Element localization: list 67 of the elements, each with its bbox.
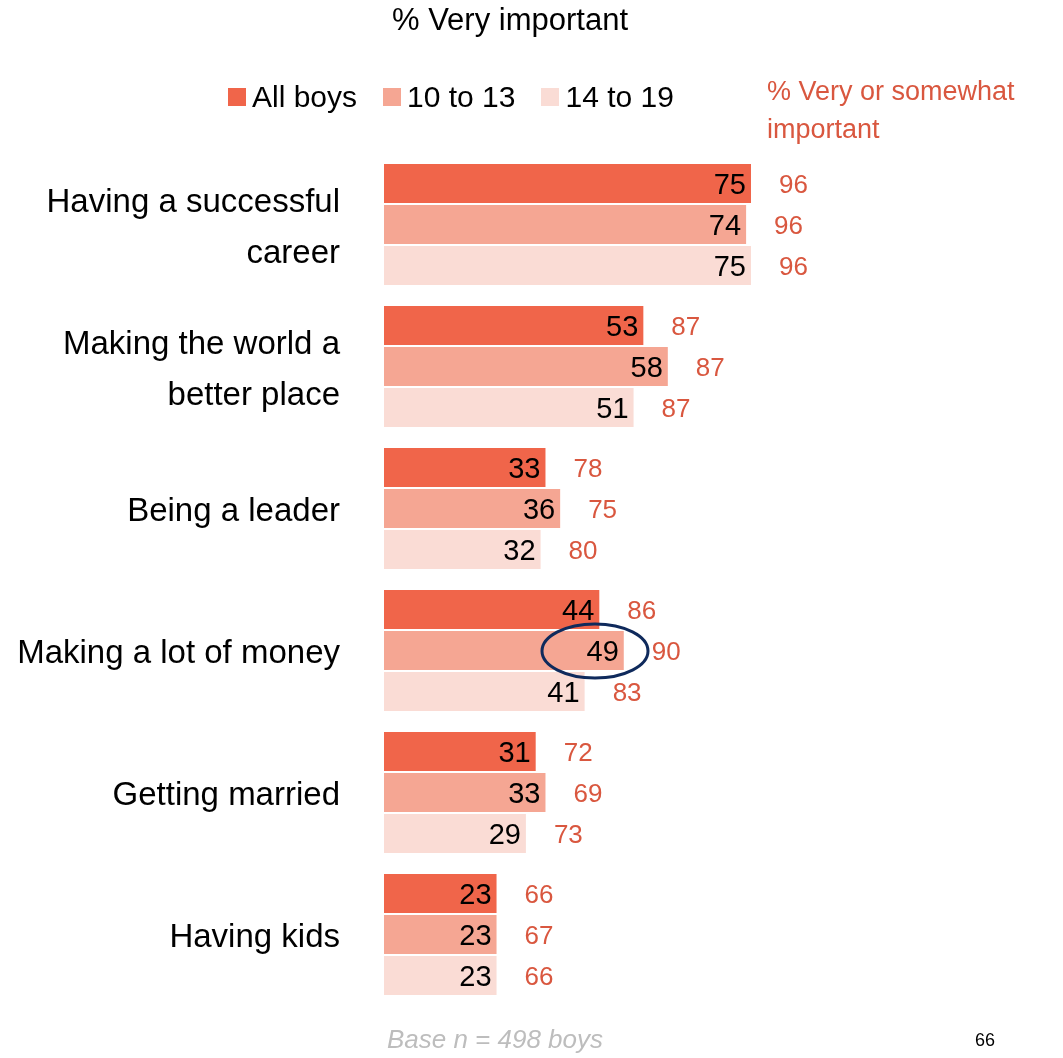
bar <box>384 306 644 345</box>
annotation: 66 <box>524 878 554 909</box>
data-label: 74 <box>708 208 742 241</box>
text: 96 <box>779 250 808 281</box>
data-label: 75 <box>713 249 746 282</box>
bar <box>384 347 668 386</box>
bar <box>384 732 536 771</box>
y-tick-label: Making the world a better place <box>63 323 341 411</box>
data-label: 23 <box>459 877 492 910</box>
data-label: 75 <box>713 167 746 200</box>
bar <box>384 388 634 427</box>
annotation: 86 <box>627 594 657 625</box>
text: Base n = 498 boys <box>385 1024 605 1055</box>
annotation: 69 <box>573 777 603 808</box>
annotation: 90 <box>651 635 681 666</box>
bar <box>384 956 497 995</box>
annotation: 87 <box>695 351 725 382</box>
data-label: 29 <box>488 817 521 850</box>
bar <box>384 672 585 711</box>
annotation: 87 <box>661 392 691 423</box>
text: 96 <box>774 209 804 240</box>
legend-label: 10 to 13 <box>407 80 516 114</box>
data-label: 53 <box>606 309 639 342</box>
bar <box>384 590 600 629</box>
annotation: 72 <box>563 736 593 767</box>
chart-title: % Very important <box>390 2 629 38</box>
y-tick-label: Being a leader <box>127 490 341 528</box>
legend-label: 14 to 19 <box>565 80 674 114</box>
text: 96 <box>779 168 808 199</box>
text: % Very or somewhat important <box>767 75 1016 146</box>
y-tick-label: Making a lot of money <box>17 632 341 670</box>
bar <box>384 773 546 812</box>
annotation: 83 <box>612 676 642 707</box>
annotation: 67 <box>524 919 554 950</box>
data-label: 51 <box>596 391 629 424</box>
data-label: 33 <box>508 776 541 809</box>
legend-label: All boys <box>252 80 358 114</box>
data-label: 23 <box>459 959 492 992</box>
annotation: 78 <box>573 452 603 483</box>
text: 66 <box>975 1030 996 1051</box>
data-label: 58 <box>630 350 663 383</box>
annotation: 75 <box>588 493 618 524</box>
y-tick-label: Having kids <box>169 916 340 954</box>
annotation: 87 <box>671 310 701 341</box>
data-label: 41 <box>547 675 580 708</box>
bar <box>384 915 497 954</box>
bar <box>384 205 747 244</box>
bar <box>384 530 541 569</box>
annotation: 80 <box>568 534 598 565</box>
annotation: 66 <box>524 960 554 991</box>
bar <box>384 874 497 913</box>
data-label: 36 <box>522 492 556 525</box>
annotation: 73 <box>553 818 583 849</box>
y-tick-label: Getting married <box>112 774 340 812</box>
bar <box>384 246 751 285</box>
bar <box>384 631 624 670</box>
data-label: 32 <box>503 533 536 566</box>
bar <box>384 814 526 853</box>
y-tick-label: Having a successful career <box>46 181 340 269</box>
data-label: 23 <box>459 918 492 951</box>
data-label: 49 <box>586 634 619 667</box>
data-label: 44 <box>562 593 595 626</box>
bar <box>384 448 546 487</box>
data-label: 31 <box>498 735 531 768</box>
bar <box>384 164 751 203</box>
data-label: 33 <box>508 451 541 484</box>
bar <box>384 489 561 528</box>
